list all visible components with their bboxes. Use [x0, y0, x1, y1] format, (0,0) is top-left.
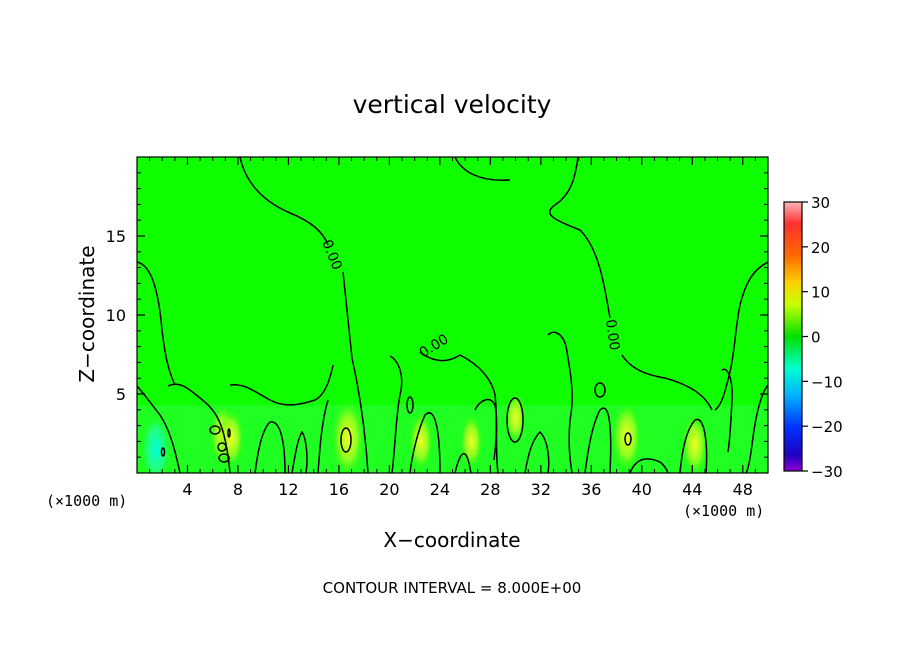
contour-line [549, 157, 611, 319]
chart-title: vertical velocity [353, 90, 552, 119]
contour-line [454, 453, 472, 473]
contour-line [454, 157, 511, 181]
contour-lines [137, 157, 768, 473]
contour-line [524, 430, 550, 473]
updraft-layer [140, 391, 709, 473]
colorbar-tick-label: −30 [811, 463, 843, 481]
contour-line [389, 355, 403, 473]
colorbar-ticks: 30 20 10 0 −10 −20 −30 [802, 194, 843, 481]
contour-line [317, 399, 329, 473]
updraft-cell [681, 412, 709, 473]
downdraft-cell [140, 413, 172, 473]
contour-line [217, 442, 227, 452]
contour-line [340, 427, 352, 453]
contour-line [506, 397, 524, 443]
y-axis-label: Z−coordinate [75, 245, 99, 382]
contour-line [721, 368, 733, 453]
contour-line [624, 432, 632, 446]
colorbar-tick-label: −10 [811, 373, 843, 391]
contour-label: 0.00 [602, 318, 622, 351]
contour-line [584, 407, 612, 473]
updraft-cell [330, 398, 365, 473]
x-unit-label-left: (×1000 m) [46, 492, 127, 510]
contour-line [621, 354, 713, 411]
colorbar-tick-label: 30 [811, 194, 830, 212]
contour-line [419, 351, 461, 362]
contour-line [714, 261, 768, 411]
contour-line [239, 157, 329, 246]
x-tick-label: 12 [278, 480, 298, 499]
contour-line [229, 364, 334, 406]
x-tick-label: 48 [733, 480, 753, 499]
contour-line [547, 331, 573, 473]
contour-line [167, 383, 231, 473]
y-tick-label: 5 [116, 385, 126, 404]
x-tick-label: 28 [480, 480, 500, 499]
contour-line [209, 425, 221, 435]
updraft-cell [408, 411, 434, 472]
field-background [137, 157, 768, 473]
x-tick-label: 24 [430, 480, 450, 499]
contour-line [474, 398, 498, 461]
colorbar-tick-label: −20 [811, 418, 843, 436]
colorbar-tick-label: 20 [811, 239, 830, 257]
plot-area: 0.00 0.00 0.00 [137, 157, 768, 473]
contour-line [291, 430, 308, 473]
x-tick-label: 20 [379, 480, 399, 499]
x-tick-label: 32 [531, 480, 551, 499]
updraft-cell [219, 408, 245, 469]
contour-line [406, 396, 414, 414]
x-tick-label: 4 [182, 480, 192, 499]
contour-line [227, 428, 231, 438]
x-unit-label-right: (×1000 m) [683, 502, 764, 520]
updraft-cell [459, 413, 484, 470]
x-tick-label: 40 [632, 480, 652, 499]
contour-interval-note: CONTOUR INTERVAL = 8.000E+00 [323, 579, 582, 597]
contour-line [459, 354, 499, 473]
contour-line [342, 271, 369, 473]
y-tick-label: 15 [106, 227, 126, 246]
contour-line [409, 412, 441, 473]
contour-line [137, 261, 176, 386]
x-tick-label: 16 [329, 480, 349, 499]
contour-line [160, 447, 166, 457]
updraft-cell [611, 400, 642, 473]
colorbar-tick-label: 0 [811, 329, 821, 347]
x-axis-label: X−coordinate [383, 528, 520, 552]
colorbar [783, 201, 803, 472]
y-tick-label: 10 [106, 306, 126, 325]
contour-line [745, 384, 768, 473]
contour-line [594, 382, 606, 398]
contour-line [218, 453, 230, 463]
colorbar-tick-label: 10 [811, 284, 830, 302]
contour-line [254, 421, 286, 473]
x-tick-label: 36 [581, 480, 601, 499]
x-tick-label: 8 [233, 480, 243, 499]
contour-line [679, 418, 708, 473]
x-tick-label: 44 [682, 480, 702, 499]
